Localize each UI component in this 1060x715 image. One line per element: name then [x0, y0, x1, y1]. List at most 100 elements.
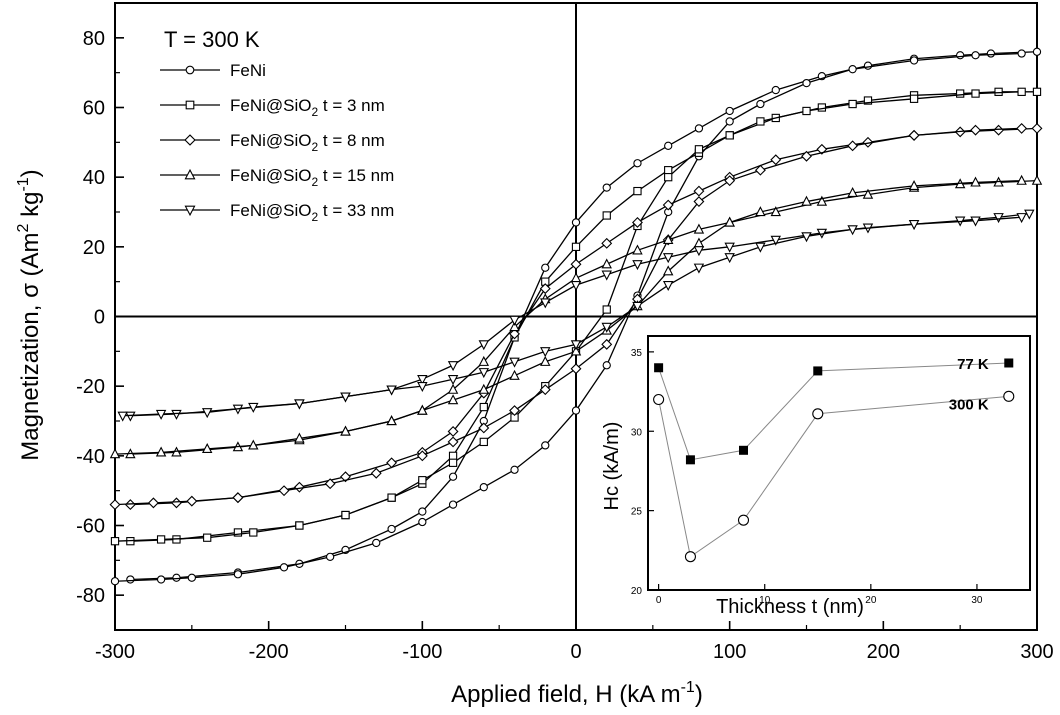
data-point	[201, 408, 213, 419]
inset-x-tick-label: 0	[656, 595, 662, 606]
data-point	[909, 56, 919, 65]
data-point	[294, 399, 305, 410]
inset-y-tick-label: 35	[631, 348, 643, 359]
data-point	[633, 186, 642, 196]
data-point	[816, 195, 828, 206]
data-point	[448, 500, 458, 509]
data-point	[155, 446, 167, 457]
data-point	[110, 537, 120, 546]
inset-frame	[647, 335, 1031, 591]
y-axis-label: Magnetization, σ (Am2 kg-1)	[15, 169, 44, 460]
data-point	[417, 375, 428, 386]
data-point	[249, 528, 258, 537]
x-tick-label: 0	[570, 641, 581, 663]
data-point	[693, 223, 705, 234]
data-point	[693, 246, 705, 257]
data-point	[756, 117, 765, 126]
data-point	[770, 235, 781, 246]
y-tick-label: 20	[83, 237, 105, 259]
data-point	[801, 195, 812, 206]
x-tick-label: -200	[249, 641, 289, 663]
data-point	[155, 409, 167, 420]
x-tick-label: 100	[713, 641, 746, 663]
data-point	[171, 409, 182, 420]
data-point	[847, 225, 858, 236]
data-point	[293, 481, 305, 493]
legend-marker	[185, 100, 195, 110]
data-point	[970, 124, 981, 136]
data-point	[970, 216, 981, 227]
data-point	[908, 180, 920, 191]
data-point	[478, 355, 490, 366]
hysteresis-branch-lower	[114, 180, 1022, 455]
data-point	[664, 173, 673, 182]
legend-item: FeNi@SiO2 t = 8 nm	[160, 131, 385, 154]
data-point	[203, 533, 212, 542]
inset-y-tick-label: 20	[631, 586, 643, 597]
data-point	[694, 124, 704, 133]
inset-data-point	[654, 363, 664, 373]
data-point	[602, 305, 611, 314]
hysteresis-branch-lower	[114, 127, 1022, 506]
data-point	[540, 298, 551, 309]
legend: FeNi FeNi@SiO2 t = 3 nm FeNi@SiO2 t = 8 nm…	[160, 61, 394, 224]
data-point	[478, 383, 490, 394]
data-point	[847, 186, 858, 197]
data-point	[633, 159, 642, 168]
data-point	[340, 425, 351, 436]
data-point	[571, 218, 581, 227]
data-point	[447, 375, 459, 386]
inset-series-1: 77 K	[654, 356, 1014, 465]
data-point	[602, 183, 611, 192]
data-point	[1024, 209, 1035, 220]
data-point	[601, 270, 612, 281]
inset-ticks: 0 10 20 30 20 25 30 35	[631, 348, 983, 606]
y-tick-label: -40	[76, 446, 105, 468]
data-point	[601, 322, 612, 333]
data-point	[447, 394, 459, 405]
inset-x-axis-label: Thickness t (nm)	[716, 596, 864, 618]
data-point	[325, 552, 335, 561]
data-point	[570, 258, 582, 270]
data-point	[172, 573, 181, 582]
data-point	[755, 206, 766, 217]
coercivity-inset: 0 10 20 30 20 25 30 35 77 K 300 K Thickness t (n…	[601, 335, 1031, 618]
data-point	[233, 528, 243, 537]
data-point	[509, 328, 520, 340]
data-point	[848, 99, 857, 109]
y-tick-label: 0	[94, 307, 105, 329]
data-point	[725, 106, 734, 116]
data-point	[662, 253, 674, 264]
data-point	[908, 220, 920, 231]
data-point	[724, 242, 735, 253]
data-point	[109, 448, 121, 459]
data-point	[187, 573, 196, 582]
data-point	[479, 402, 488, 412]
inset-data-point	[739, 445, 748, 455]
inset-series: 77 K 300 K	[653, 356, 1015, 563]
legend-marker	[184, 205, 196, 217]
x-axis-label: Applied field, H (kA m-1)	[451, 679, 703, 708]
x-tick-label: 200	[867, 641, 900, 663]
data-point	[802, 78, 811, 88]
data-point	[171, 497, 182, 509]
data-point	[386, 415, 397, 426]
inset-data-point	[684, 551, 696, 563]
data-point	[1031, 174, 1043, 185]
data-point	[755, 242, 766, 253]
y-tick-label: 80	[83, 28, 105, 50]
data-point	[570, 280, 582, 292]
data-point	[601, 237, 613, 249]
data-point	[1032, 87, 1042, 96]
main-ticks: -300 -200 -100 0 100 200 300-80-60-40-20020406…	[76, 28, 1054, 663]
data-point	[725, 131, 734, 140]
data-point	[601, 258, 612, 269]
legend-label: FeNi@SiO2 t = 15 nm	[230, 166, 394, 189]
inset-data-point	[1003, 390, 1015, 402]
inset-data-point	[812, 408, 824, 420]
data-point	[232, 492, 244, 504]
data-point	[448, 451, 458, 460]
data-point	[970, 176, 981, 187]
data-point	[632, 216, 643, 228]
data-point	[662, 265, 674, 276]
